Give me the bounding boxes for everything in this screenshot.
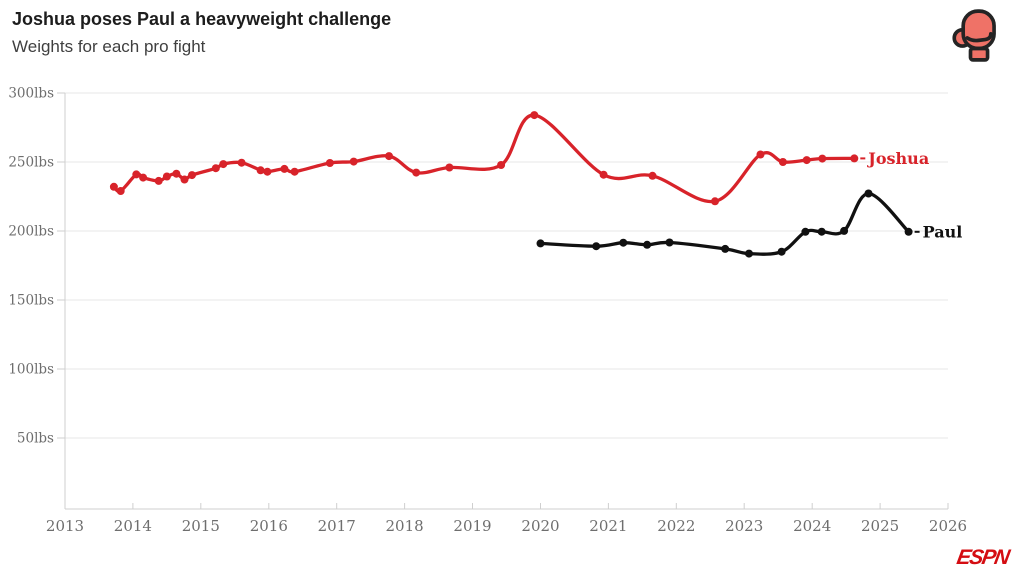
paul-data-point <box>536 239 545 248</box>
y-tick-label: 50lbs <box>17 431 54 447</box>
joshua-data-point <box>109 182 118 191</box>
page-subtitle: Weights for each pro fight <box>12 37 206 57</box>
y-tick-label: 200lbs <box>8 224 54 240</box>
x-tick-label: 2026 <box>929 517 967 535</box>
x-tick-label: 2017 <box>318 517 356 535</box>
joshua-data-point <box>139 173 148 182</box>
joshua-data-point <box>280 164 289 173</box>
paul-data-point <box>745 249 753 258</box>
paul-series-label: Paul <box>923 222 963 241</box>
joshua-data-point <box>412 168 421 177</box>
joshua-data-point <box>325 159 334 167</box>
joshua-data-point <box>172 169 181 178</box>
joshua-data-point <box>237 158 246 167</box>
x-tick-label: 2018 <box>386 517 424 535</box>
paul-data-point <box>643 240 652 249</box>
joshua-data-point <box>497 161 506 169</box>
joshua-data-point <box>756 150 765 159</box>
joshua-data-point <box>290 167 299 176</box>
joshua-data-point <box>162 172 171 181</box>
y-tick-label: 250lbs <box>8 155 54 171</box>
boxing-glove-icon <box>951 7 1003 64</box>
joshua-data-point <box>802 156 811 165</box>
x-tick-label: 2020 <box>521 517 559 535</box>
paul-data-point <box>592 242 601 251</box>
joshua-data-point <box>154 176 163 185</box>
x-tick-label: 2015 <box>182 517 220 535</box>
joshua-data-point <box>850 154 859 163</box>
x-tick-label: 2022 <box>657 517 695 535</box>
joshua-data-point <box>530 111 539 120</box>
joshua-data-point <box>219 160 228 169</box>
joshua-data-point <box>349 157 358 166</box>
joshua-data-point <box>188 171 196 180</box>
chart-header: Joshua poses Paul a heavyweight challeng… <box>12 8 391 58</box>
paul-data-point <box>619 238 628 247</box>
x-tick-label: 2016 <box>250 517 288 535</box>
joshua-data-point <box>599 170 608 179</box>
x-tick-label: 2025 <box>861 517 899 535</box>
joshua-series-label: Joshua <box>866 149 929 168</box>
joshua-data-point <box>711 197 719 206</box>
x-tick-label: 2014 <box>114 517 152 535</box>
joshua-data-point <box>256 166 265 175</box>
joshua-line <box>112 113 856 204</box>
joshua-data-point <box>180 175 189 184</box>
paul-data-point <box>777 247 786 256</box>
y-tick-label: 100lbs <box>8 362 54 378</box>
paul-data-point <box>817 227 826 236</box>
x-tick-label: 2013 <box>46 517 84 535</box>
joshua-data-point <box>818 154 827 163</box>
x-tick-label: 2021 <box>589 517 627 535</box>
paul-data-point <box>864 189 873 198</box>
joshua-data-point <box>211 164 220 173</box>
joshua-data-point <box>445 163 454 172</box>
joshua-data-point <box>132 170 141 179</box>
paul-data-point <box>840 226 849 235</box>
joshua-data-point <box>116 187 125 195</box>
y-tick-label: 300lbs <box>8 86 54 102</box>
paul-data-point <box>721 244 730 253</box>
joshua-data-point <box>385 152 393 161</box>
joshua-data-point <box>263 167 272 176</box>
paul-data-point <box>801 227 810 236</box>
y-tick-label: 150lbs <box>8 293 54 309</box>
x-tick-label: 2023 <box>725 517 763 535</box>
page-title: Joshua poses Paul a heavyweight challeng… <box>12 9 392 29</box>
espn-logo: ESPN <box>954 546 1011 569</box>
x-tick-label: 2024 <box>793 517 831 535</box>
joshua-data-point <box>778 158 787 166</box>
joshua-data-point <box>648 171 657 180</box>
paul-data-point <box>904 227 913 236</box>
x-tick-label: 2019 <box>453 517 491 535</box>
paul-data-point <box>665 238 674 247</box>
